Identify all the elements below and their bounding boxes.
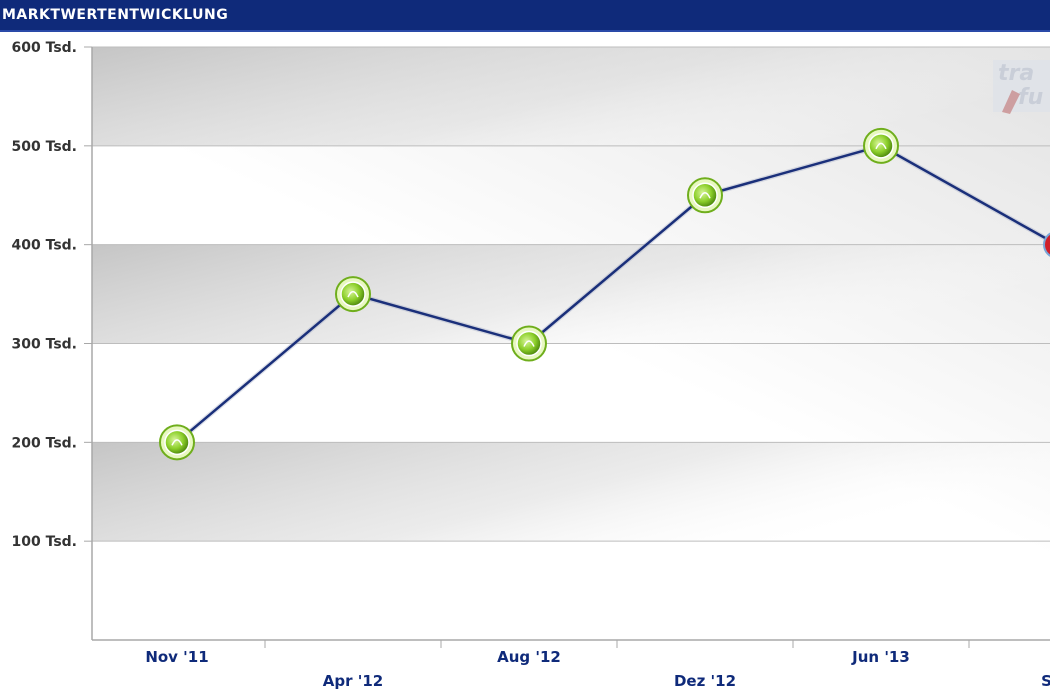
data-point-marker-current[interactable] <box>1043 232 1050 258</box>
x-tick-label: Apr '12 <box>323 672 383 690</box>
x-tick-label: Aug '12 <box>497 648 561 666</box>
data-point-marker[interactable] <box>159 424 195 461</box>
y-tick-label: 100 Tsd. <box>12 534 77 550</box>
x-tick-label: Dez '12 <box>674 672 736 690</box>
data-point-marker[interactable] <box>687 177 723 214</box>
marker-club-crest <box>692 182 718 208</box>
marker-club-crest <box>868 133 894 159</box>
marker-crest-detail <box>699 192 711 199</box>
y-tick-label: 200 Tsd. <box>12 435 77 451</box>
plot-band <box>92 244 1050 344</box>
x-tick-label: Sep <box>1041 672 1050 690</box>
marker-crest-detail <box>875 142 887 150</box>
axes <box>84 46 1050 648</box>
y-tick-label: 400 Tsd. <box>12 238 77 254</box>
marker-club-crest <box>340 281 366 307</box>
chart-header: MARKTWERTENTWICKLUNG <box>0 0 1050 32</box>
marker-club-crest <box>164 429 190 456</box>
series-market-value <box>175 143 1050 445</box>
marker-club-crest <box>516 330 542 357</box>
watermark-logo-mark <box>1002 90 1020 114</box>
y-tick-label: 300 Tsd. <box>12 337 77 353</box>
data-point-marker[interactable] <box>335 276 371 313</box>
watermark-logo-text-bottom: fu <box>1018 85 1043 110</box>
data-markers <box>159 127 1050 461</box>
plot-band <box>92 47 1050 146</box>
y-tick-label: 600 Tsd. <box>12 40 77 56</box>
gridlines <box>92 46 1050 542</box>
market-value-chart: tra fu 100 Tsd. 200 Tsd. 300 Tsd. 400 Tsd. 5… <box>12 40 1050 690</box>
data-point-marker[interactable] <box>863 127 899 164</box>
x-tick-label: Nov '11 <box>145 648 208 666</box>
watermark-logo-text-top: tra <box>998 61 1034 86</box>
x-tick-label: Jun '13 <box>851 648 910 666</box>
series-line <box>176 144 1050 444</box>
marker-crest-detail <box>347 290 359 298</box>
chart-title: MARKTWERTENTWICKLUNG <box>2 7 229 23</box>
plot-band <box>92 442 1050 542</box>
y-tick-label: 500 Tsd. <box>12 139 77 155</box>
data-point-marker[interactable] <box>511 325 547 362</box>
marker-crest-detail <box>171 439 183 446</box>
marker-crest-detail <box>523 340 535 347</box>
x-axis-ticks: Nov '11 Apr '12 Aug '12 Dez '12 Jun '13 Sep <box>145 648 1050 690</box>
watermark-logo: tra fu <box>993 60 1050 114</box>
marker-circle <box>1043 232 1050 257</box>
y-axis-ticks: 100 Tsd. 200 Tsd. 300 Tsd. 400 Tsd. 500 Tsd.… <box>12 40 77 550</box>
